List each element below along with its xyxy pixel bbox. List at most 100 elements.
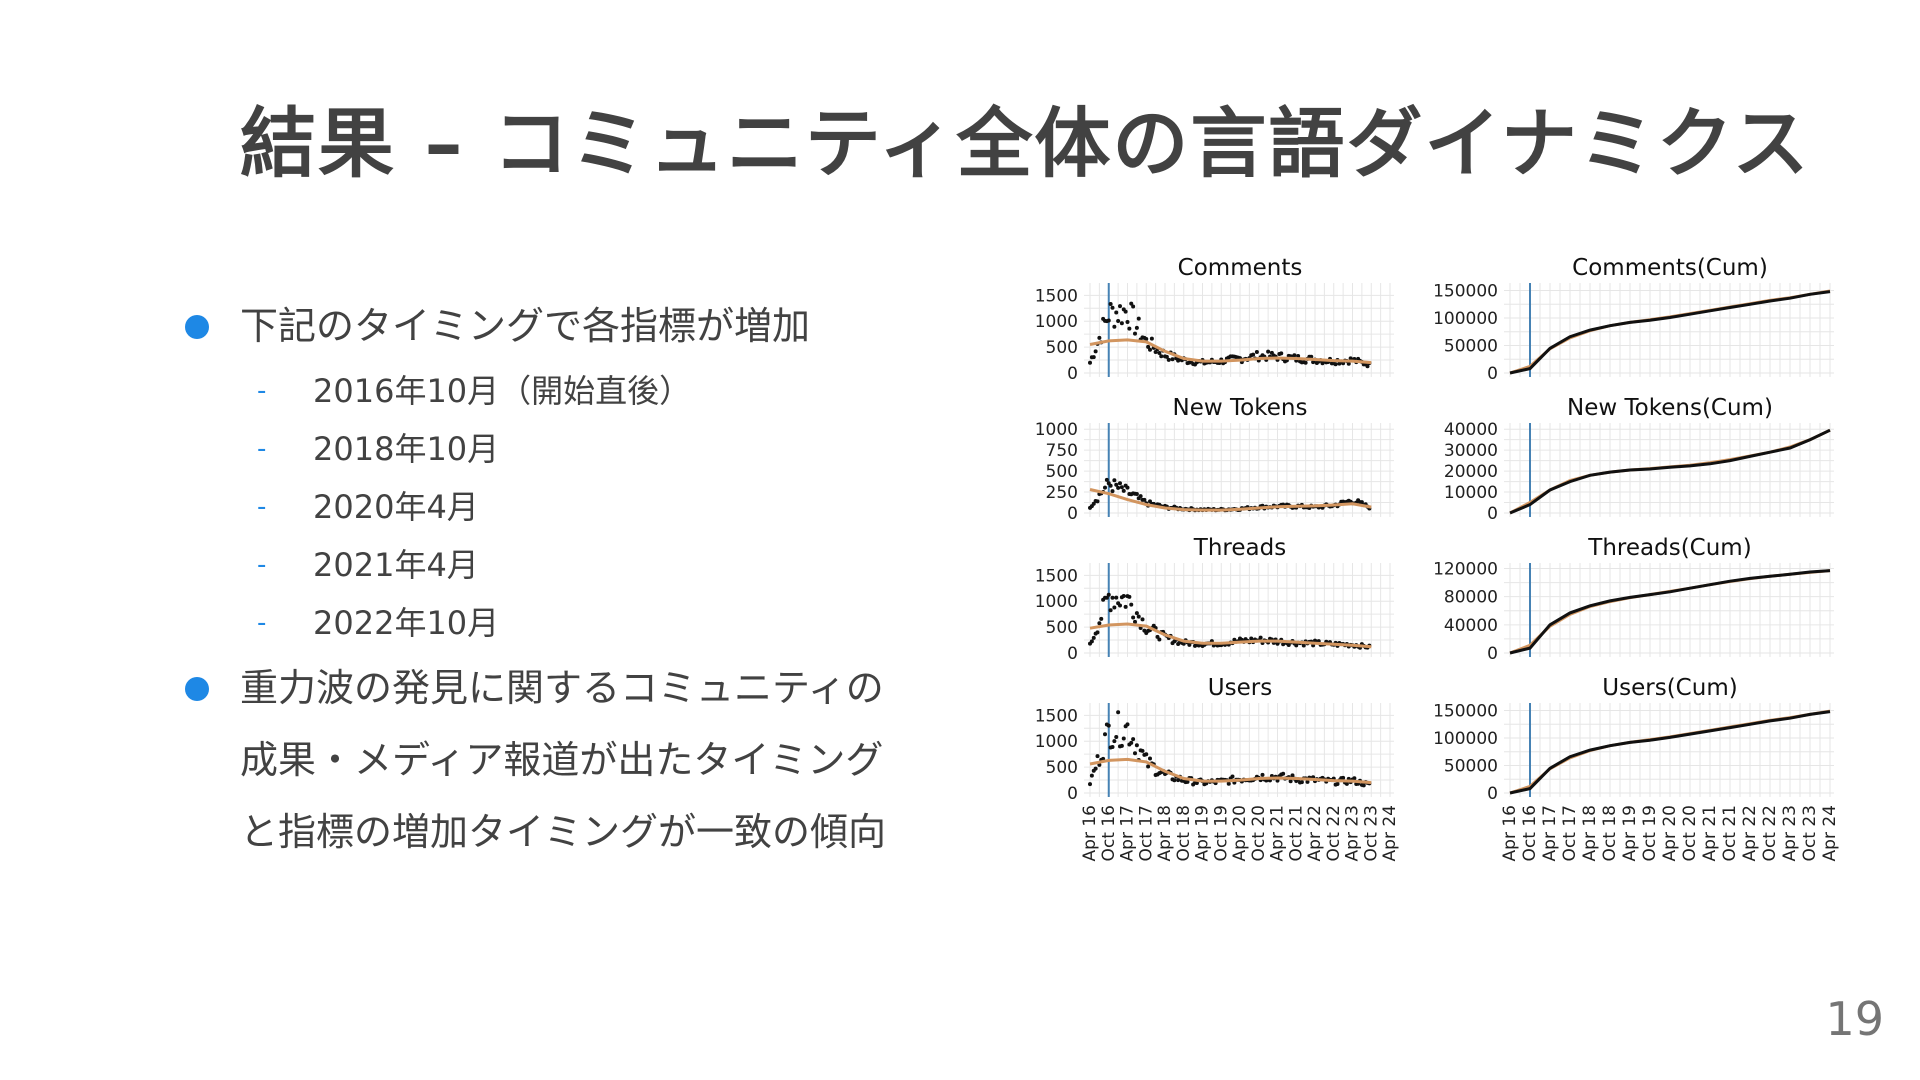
data-point (1226, 781, 1231, 786)
data-point (1104, 477, 1109, 482)
data-point (1292, 353, 1297, 358)
data-point (1187, 642, 1192, 647)
data-point (1095, 754, 1100, 759)
sub-bullet-item: - 2020年4月 (185, 478, 955, 536)
data-point (1129, 602, 1134, 607)
data-point (1194, 781, 1199, 786)
y-tick-label: 250 (1046, 483, 1078, 503)
x-tick-label: Oct 23 (1361, 805, 1381, 861)
bullet-text-line: 成果・メディア報道が出たタイミング (240, 738, 884, 782)
y-tick-label: 1000 (1035, 312, 1078, 332)
y-tick-label: 0 (1487, 644, 1498, 664)
y-tick-label: 0 (1067, 364, 1078, 384)
sub-bullet-item: - 2021年4月 (185, 536, 955, 594)
data-point (1346, 361, 1351, 366)
data-point (1140, 617, 1145, 622)
data-point (1106, 318, 1111, 323)
y-tick-label: 0 (1487, 364, 1498, 384)
x-tick-label: Oct 22 (1760, 805, 1780, 861)
data-point (1116, 710, 1121, 715)
data-point (1121, 736, 1126, 741)
data-point (1142, 497, 1147, 502)
y-tick-label: 100000 (1433, 729, 1498, 749)
dash-marker: - (257, 434, 267, 464)
data-point (1125, 722, 1130, 727)
x-tick-label: Oct 20 (1249, 805, 1269, 861)
data-point (1131, 304, 1136, 309)
y-tick-label: 500 (1046, 338, 1078, 358)
data-point (1093, 766, 1098, 771)
dash-marker: - (257, 608, 267, 638)
data-point (1108, 483, 1113, 488)
data-point (1157, 637, 1162, 642)
x-tick-label: Oct 19 (1640, 805, 1660, 861)
sub-bullet-text: 2022年10月 (313, 604, 500, 642)
data-point (1138, 494, 1143, 499)
x-tick-label: Apr 22 (1305, 805, 1325, 861)
cumulative-line (1509, 290, 1831, 375)
y-tick-label: 10000 (1444, 483, 1498, 503)
data-point (1106, 592, 1111, 597)
data-point (1170, 357, 1175, 362)
bullet-list: 下記のタイミングで各指標が増加 - 2016年10月（開始直後） - 2018年10… (185, 290, 955, 868)
dash-marker: - (257, 550, 267, 580)
x-tick-label: Oct 17 (1136, 805, 1156, 861)
data-point (1091, 355, 1096, 360)
x-tick-label: Apr 16 (1080, 805, 1100, 861)
data-point (1114, 482, 1119, 487)
data-point (1172, 778, 1177, 783)
x-tick-label: Apr 20 (1660, 805, 1680, 861)
data-point (1275, 778, 1280, 783)
data-point (1116, 485, 1121, 490)
x-tick-label: Apr 23 (1780, 805, 1800, 861)
data-point (1133, 751, 1137, 756)
data-point (1279, 351, 1284, 356)
trend-line (1089, 338, 1372, 365)
y-tick-label: 30000 (1444, 441, 1498, 461)
chart-panel: Threads(Cum) 0 40000 80000 120000 (1433, 535, 1834, 664)
panel-title: Users (1208, 675, 1272, 701)
y-tick-label: 50000 (1444, 757, 1498, 777)
x-tick-label: Oct 16 (1520, 805, 1540, 861)
x-tick-label: Apr 19 (1193, 805, 1213, 861)
data-point (1181, 641, 1186, 646)
panel-title: Comments (1178, 255, 1303, 281)
data-point (1148, 756, 1152, 761)
data-point (1288, 779, 1293, 784)
y-tick-label: 0 (1067, 784, 1078, 804)
sub-bullet-item: - 2018年10月 (185, 420, 955, 478)
bullet-dot (185, 677, 209, 701)
data-point (1290, 773, 1295, 778)
x-tick-label: Apr 24 (1380, 805, 1400, 861)
chart-panels: Comments050010001500Comments(Cum)0500001… (1035, 255, 1840, 861)
data-point (1176, 778, 1181, 783)
data-point (1112, 739, 1117, 744)
data-point (1093, 349, 1098, 354)
data-point (1129, 740, 1134, 745)
x-tick-label: Apr 23 (1343, 805, 1363, 861)
y-tick-label: 40000 (1444, 420, 1498, 440)
x-tick-label: Apr 22 (1740, 805, 1760, 861)
data-point (1254, 349, 1259, 354)
data-point (1144, 337, 1149, 342)
data-point (1112, 324, 1117, 329)
data-point (1103, 485, 1107, 490)
data-point (1114, 310, 1119, 315)
panel-title: New Tokens (1173, 395, 1308, 421)
data-point (1134, 325, 1139, 330)
data-point (1230, 774, 1235, 779)
data-point (1344, 781, 1349, 786)
x-tick-label: Oct 18 (1600, 805, 1620, 861)
chart-grid: Comments 0 500 1000 1500 Comments(Cum) 0 50000 1… (990, 255, 1870, 915)
x-tick-label: Oct 20 (1680, 805, 1700, 861)
data-point (1361, 783, 1366, 788)
bullet-item: 重力波の発見に関するコミュニティの 成果・メディア報道が出たタイミング と指標の… (185, 652, 955, 868)
y-tick-label: 40000 (1444, 616, 1498, 636)
x-tick-label: Oct 16 (1099, 805, 1119, 861)
x-tick-label: Apr 24 (1820, 805, 1840, 861)
x-tick-label: Oct 19 (1211, 805, 1231, 861)
trend-line (1089, 488, 1372, 512)
y-tick-label: 1000 (1035, 420, 1078, 440)
panel-title: Comments(Cum) (1572, 255, 1768, 281)
